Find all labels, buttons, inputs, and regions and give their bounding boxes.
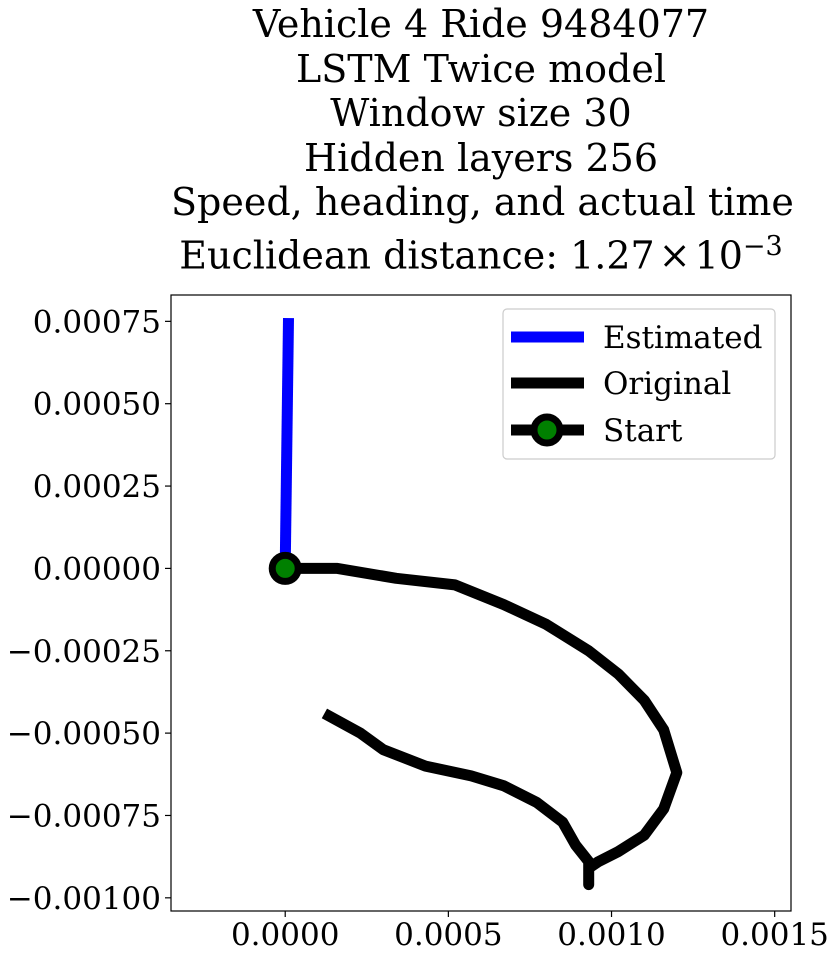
x-tick-label: 0.0015 (720, 917, 828, 953)
axes-frame (170, 294, 792, 912)
y-tick-label: 0.00025 (33, 469, 161, 505)
y-tick-label: 0.00000 (33, 551, 161, 587)
series-group (268, 318, 683, 891)
legend-start-marker (530, 413, 564, 447)
title-line-1: Vehicle 4 Ride 9484077 (252, 2, 710, 46)
chart-title: Vehicle 4 Ride 9484077 LSTM Twice model … (171, 2, 794, 278)
title-line-2: LSTM Twice model (296, 46, 666, 91)
x-tick-label: 0.0000 (231, 917, 339, 953)
y-tick-label: 0.00050 (33, 387, 161, 423)
y-tick-label: −0.00050 (7, 716, 161, 752)
legend-item-estimated-label: Estimated (603, 320, 762, 356)
title-line-3: Window size 30 (330, 91, 632, 135)
title-metric-line: Euclidean distance: 1.27 × 10−3 (171, 225, 791, 278)
start-marker (268, 551, 302, 585)
title-metric-base: 10 (694, 233, 743, 278)
y-tick-label: −0.00025 (7, 634, 161, 670)
x-tick-label: 0.0010 (557, 917, 665, 953)
title-metric-times: × (658, 233, 691, 278)
legend-box (502, 308, 776, 460)
y-tick-label: 0.00075 (33, 304, 161, 340)
y-tick-label: −0.00075 (7, 798, 161, 834)
title-metric-exponent: −3 (742, 230, 783, 262)
title-line-4: Hidden layers 256 (303, 135, 659, 180)
legend: Estimated Original Start (502, 308, 776, 460)
plot-area: 0.0000 0.0005 0.0010 0.0015 0.00075 0.00050 0.… (7, 294, 829, 953)
x-tick-label: 0.0005 (394, 917, 502, 953)
title-line-5: Speed, heading, and actual time (171, 180, 794, 224)
legend-item-start-label: Start (603, 413, 683, 449)
series-line-original (285, 562, 683, 891)
y-tick-label: −0.00100 (7, 881, 161, 917)
series-line-estimated (279, 318, 294, 569)
legend-item-original-label: Original (603, 366, 731, 402)
title-metric-mantissa: 1.27 (570, 233, 655, 278)
title-metric-prefix: Euclidean distance: (179, 233, 571, 278)
